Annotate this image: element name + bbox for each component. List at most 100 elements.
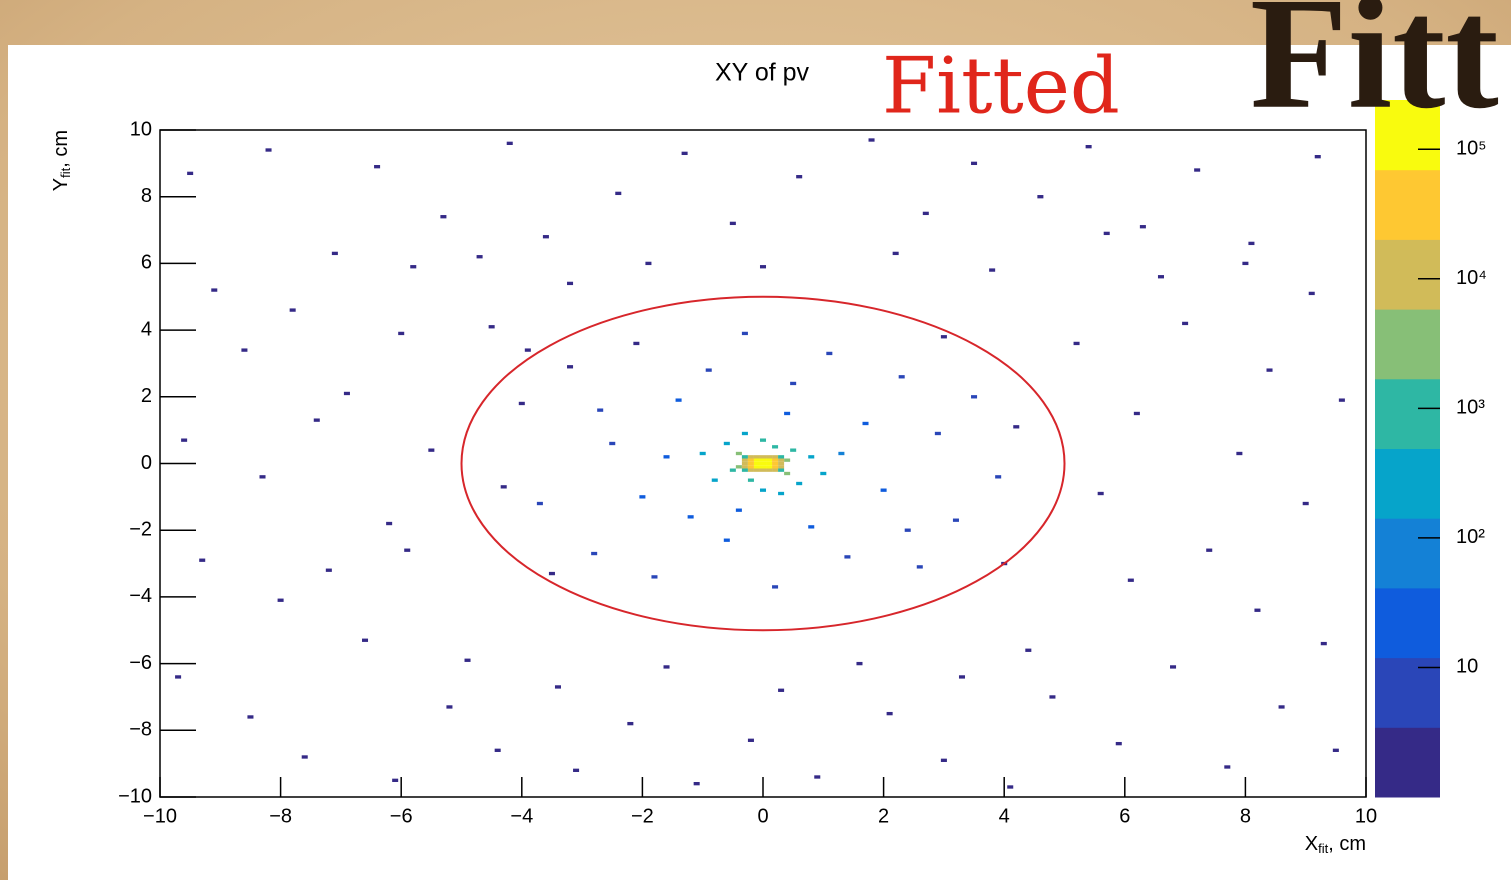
heatmap-bin (778, 465, 785, 469)
fit-ellipse (460, 295, 1066, 632)
heatmap-bin (1013, 425, 1020, 429)
x-tick-label: 0 (757, 805, 768, 827)
colorbar-step (1375, 727, 1440, 798)
heatmap-bin (772, 585, 779, 589)
heatmap-bin (1170, 665, 1177, 669)
heatmap-bin (766, 458, 773, 462)
label-sub: fit (1318, 841, 1329, 856)
heatmap-bin (476, 255, 483, 259)
colorbar-step (1375, 169, 1440, 240)
heatmap-bin (922, 211, 929, 216)
heatmap-bin (1127, 578, 1134, 582)
heatmap-bin (808, 525, 815, 529)
heatmap-bin (542, 235, 549, 239)
heatmap-bin (741, 331, 748, 336)
heatmap-bin (759, 438, 767, 442)
x-tick-label: −4 (510, 805, 533, 827)
heatmap-bin (772, 458, 779, 462)
heatmap-bin (747, 455, 754, 459)
heatmap-bin (934, 431, 941, 436)
y-tick-label: −4 (129, 585, 152, 607)
heatmap-bin (886, 711, 893, 716)
heatmap-bin (747, 738, 754, 742)
heatmap-bin (784, 411, 791, 416)
heatmap-bin (440, 215, 447, 219)
heatmap-bin (904, 528, 911, 532)
heatmap-bin (573, 768, 580, 772)
heatmap-bin (711, 478, 718, 482)
heatmap-bin (1266, 368, 1273, 372)
heatmap-bin (398, 331, 405, 336)
heatmap-bin (862, 421, 869, 426)
colorbar-tick-label: 10² (1456, 526, 1485, 548)
slide-heading: Fitt (1250, 0, 1499, 142)
heatmap-bin (747, 465, 754, 469)
heatmap-bin (766, 465, 773, 469)
heatmap-bin (723, 441, 730, 446)
colorbar-tick-label: 10⁴ (1456, 267, 1487, 289)
y-tick-label: 0 (141, 452, 152, 474)
heatmap-bin (971, 395, 978, 399)
y-tick-label: −2 (129, 518, 152, 540)
heatmap-bin (567, 365, 574, 369)
heatmap-bin (729, 221, 736, 226)
heatmap-bin (747, 458, 754, 462)
heatmap-bin (759, 461, 767, 466)
heatmap-bin (1097, 491, 1104, 496)
heatmap-bin (404, 548, 411, 552)
heatmap-bin (753, 458, 760, 462)
heatmap-bin (289, 308, 296, 312)
heatmap-bin (735, 508, 742, 512)
heatmap-bin (1308, 291, 1315, 296)
heatmap-bin (868, 138, 875, 142)
heatmap-bin (518, 401, 525, 406)
heatmap-bin (838, 451, 845, 456)
heatmap-bin (639, 495, 646, 499)
heatmap-bin (753, 461, 760, 466)
heatmap-bin (778, 455, 785, 459)
heatmap-bin (759, 488, 767, 492)
heatmap-bin (1049, 695, 1056, 699)
heatmap-bin (772, 455, 779, 459)
heatmap-bin (1139, 225, 1146, 229)
colorbar-step (1375, 657, 1440, 728)
x-tick-label: 2 (878, 805, 889, 827)
heatmap-bin (753, 465, 760, 469)
heatmap-bin (1278, 705, 1285, 709)
heatmap-bin (814, 775, 821, 779)
x-tick-label: 10 (1355, 805, 1377, 827)
heatmap-bin (410, 265, 417, 269)
heatmap-bin (1025, 648, 1032, 652)
heatmap-bin (247, 715, 254, 719)
x-tick-label: 4 (999, 805, 1010, 827)
heatmap-bin (747, 461, 754, 466)
heatmap-bin (826, 351, 833, 356)
label-rest: , cm (50, 130, 72, 168)
heatmap-bin (735, 451, 742, 456)
heatmap-bin (693, 781, 700, 786)
heatmap-bin (772, 445, 779, 449)
heatmap-bin (741, 468, 748, 472)
heatmap-bin (784, 471, 791, 476)
heatmap-bin (265, 148, 272, 152)
colorbar-tick-label: 10 (1456, 656, 1478, 678)
heatmap-bin (1332, 748, 1339, 752)
heatmap-bin (790, 448, 797, 452)
heatmap-bin (741, 465, 748, 469)
heatmap-bin (506, 141, 513, 146)
heatmap-bin (940, 758, 947, 762)
heatmap-bin (844, 555, 851, 559)
heatmap-bin (766, 468, 773, 472)
y-tick-label: 8 (141, 185, 152, 207)
heatmap-bin (362, 638, 369, 642)
heatmap-bin (729, 468, 736, 472)
x-tick-label: −8 (269, 805, 292, 827)
heatmap-bin (663, 455, 670, 459)
heatmap-bin (386, 521, 393, 526)
heatmap-bin (778, 468, 785, 472)
heatmap-bin (796, 175, 803, 179)
heatmap-bin (1254, 608, 1261, 612)
heatmap-bin (675, 398, 682, 402)
y-tick-label: 10 (130, 118, 152, 140)
